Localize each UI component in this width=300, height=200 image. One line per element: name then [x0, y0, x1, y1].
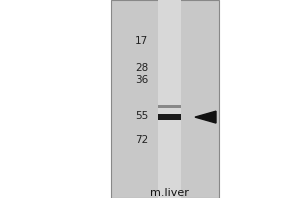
Text: 28: 28: [135, 63, 148, 73]
Text: 36: 36: [135, 75, 148, 85]
Bar: [158, 0, 181, 198]
Bar: [158, 105, 181, 108]
Text: 17: 17: [135, 36, 148, 46]
FancyArrow shape: [195, 111, 216, 123]
Bar: [158, 114, 181, 120]
Text: 55: 55: [135, 111, 148, 121]
Text: m.liver: m.liver: [150, 188, 189, 198]
Text: 72: 72: [135, 135, 148, 145]
Bar: [111, 0, 219, 198]
